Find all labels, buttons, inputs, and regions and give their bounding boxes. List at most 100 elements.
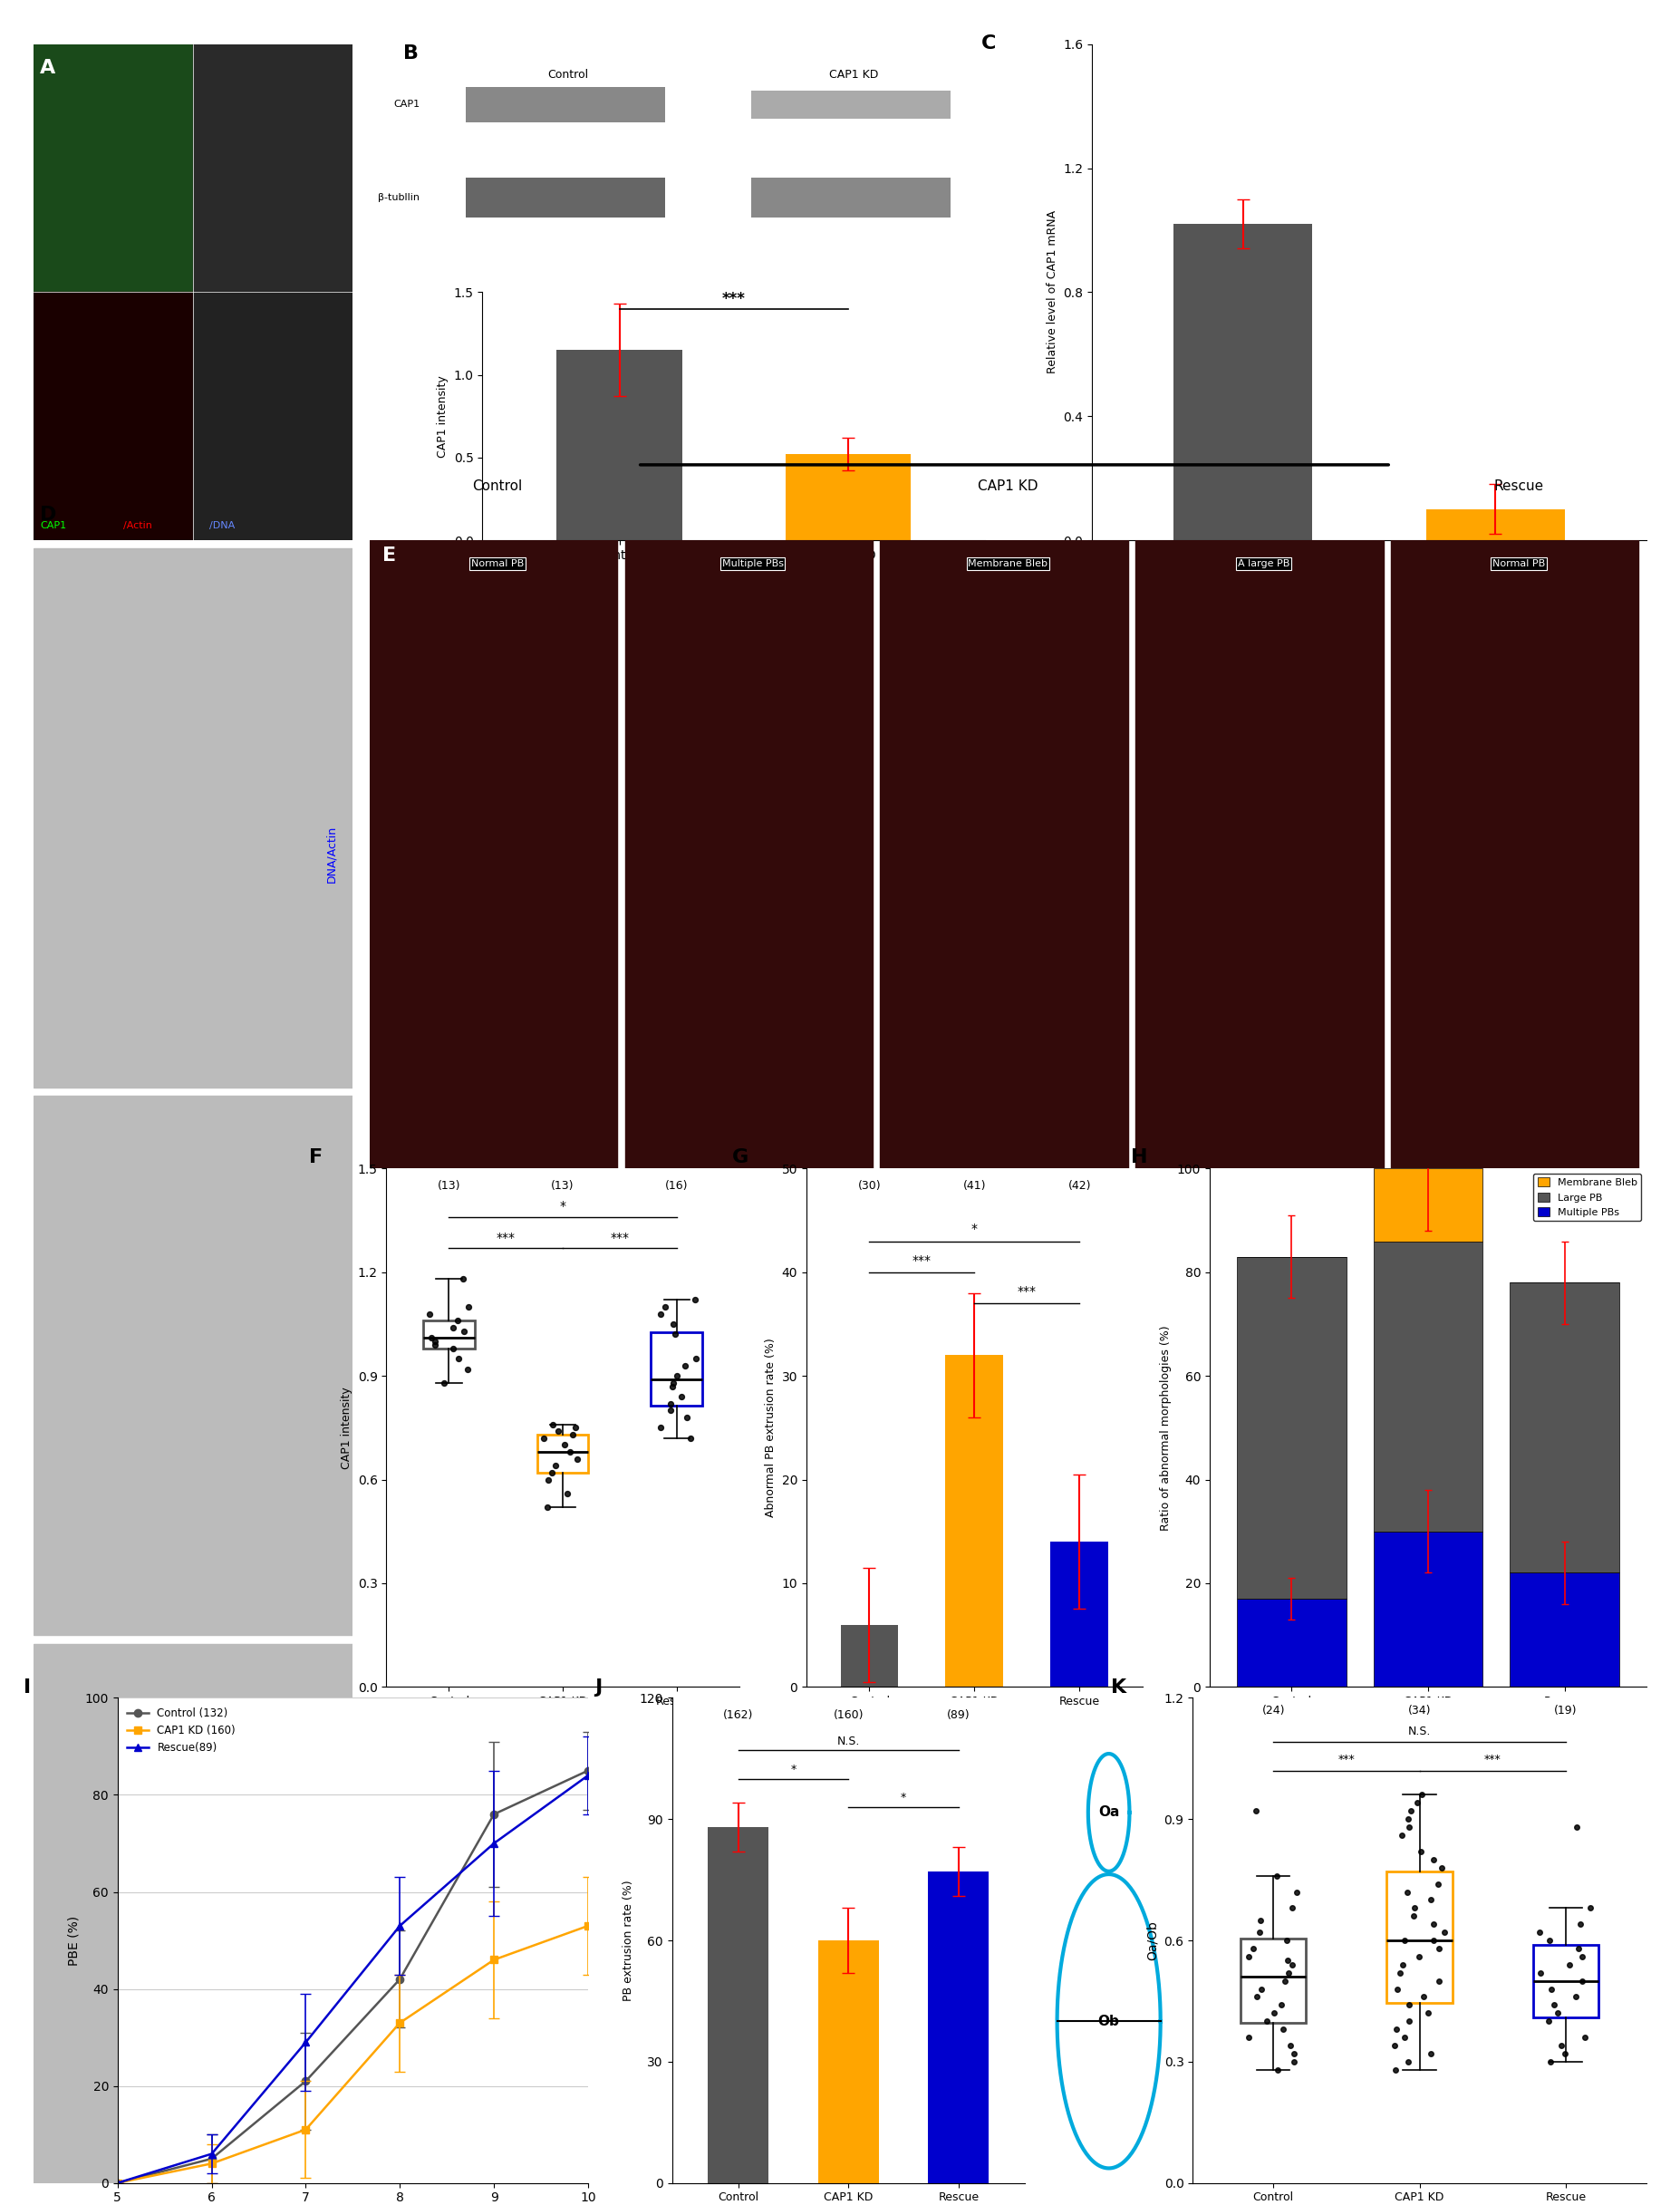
Bar	[1373, 1530, 1482, 1687]
Point	[534, 1462, 561, 1497]
Point	[1567, 1907, 1594, 1943]
Text: Control: Control	[548, 68, 588, 82]
Text: J: J	[595, 1678, 601, 1696]
Text: CAP1 KD: CAP1 KD	[978, 478, 1038, 492]
Point	[1569, 1962, 1596, 1998]
Point	[1425, 1932, 1452, 1967]
Text: *: *	[791, 1764, 796, 1775]
Point	[1389, 1947, 1416, 1982]
Control (132)	[202, 2145, 222, 2172]
Point	[1549, 2029, 1576, 2064]
Text: β-tubllin: β-tubllin	[378, 194, 420, 203]
Text: A: A	[40, 60, 55, 77]
Point	[1431, 1914, 1458, 1949]
Text: CAP1: CAP1	[393, 99, 420, 110]
Point	[1556, 1947, 1583, 1982]
Y-axis label: CAP1 intensity: CAP1 intensity	[437, 375, 449, 456]
Point	[1425, 1865, 1452, 1901]
Rescue(89)	[108, 2170, 128, 2196]
Point	[1396, 1987, 1423, 2022]
Point	[561, 1411, 588, 1446]
Bar	[1236, 1257, 1346, 1599]
Text: (30): (30)	[858, 1180, 880, 1193]
Point	[682, 1283, 709, 1319]
Text: (42): (42)	[1068, 1180, 1090, 1193]
Point	[1235, 2020, 1262, 2055]
Text: ***: ***	[610, 1230, 630, 1244]
Point	[667, 1378, 694, 1413]
Text: (162): (162)	[722, 1709, 753, 1720]
Point	[1396, 1810, 1423, 1846]
Point	[544, 1413, 571, 1449]
Text: Multiple PBs: Multiple PBs	[722, 560, 783, 569]
Point	[1391, 2020, 1418, 2055]
Control (132)	[484, 1801, 504, 1828]
Point	[1383, 2011, 1410, 2046]
Text: N.S.: N.S.	[1408, 1724, 1431, 1738]
Point	[1411, 1980, 1438, 2015]
Control (132)	[578, 1757, 598, 1784]
Rescue(89)	[296, 2029, 316, 2055]
Bar	[625, 540, 872, 1169]
Point	[551, 1427, 578, 1462]
Point	[1406, 1938, 1433, 1973]
Bar	[785, 454, 911, 540]
Bar	[946, 1356, 1003, 1687]
Point	[1253, 2004, 1280, 2040]
Point	[1566, 1932, 1593, 1967]
Y-axis label: Relative level of CAP1 mRNA: Relative level of CAP1 mRNA	[1047, 209, 1058, 375]
Point	[1544, 1996, 1571, 2031]
Text: I: I	[24, 1678, 30, 1696]
Point	[647, 1297, 674, 1332]
Text: CAP1 KD: CAP1 KD	[830, 68, 879, 82]
Point	[1420, 1841, 1446, 1876]
Bar	[193, 44, 353, 291]
Point	[1571, 2020, 1598, 2055]
Bar	[1510, 1283, 1620, 1572]
Bar	[193, 291, 353, 540]
Point	[1569, 1938, 1596, 1973]
Point	[1418, 2035, 1445, 2070]
Point	[1243, 1980, 1270, 2015]
Bar	[34, 291, 193, 540]
Text: (34): (34)	[1408, 1704, 1431, 1718]
Point	[1394, 2044, 1421, 2079]
Text: *: *	[971, 1224, 978, 1235]
Text: /Actin: /Actin	[123, 520, 151, 531]
Point	[1537, 2044, 1564, 2079]
Point	[1248, 1971, 1275, 2007]
Bar	[1174, 225, 1312, 540]
Text: G: G	[732, 1149, 749, 1166]
Point	[539, 1455, 566, 1491]
Text: E: E	[383, 547, 396, 564]
Point	[1394, 1874, 1421, 1910]
Bar	[34, 1643, 353, 2183]
Point	[543, 1449, 570, 1484]
Bar	[34, 549, 353, 1087]
Point	[1278, 1947, 1305, 1982]
Point	[1277, 2029, 1304, 2064]
Point	[1381, 2029, 1408, 2064]
Point	[1527, 1956, 1554, 1991]
Point	[1243, 1793, 1270, 1828]
Y-axis label: CAP1 intensity: CAP1 intensity	[341, 1387, 353, 1469]
Point	[564, 1442, 591, 1477]
Control (132)	[296, 2068, 316, 2095]
Point	[1562, 1980, 1589, 2015]
Text: ***: ***	[1483, 1753, 1502, 1766]
Point	[1401, 1890, 1428, 1925]
Point	[1389, 1817, 1416, 1852]
Text: (89): (89)	[948, 1709, 971, 1720]
Point	[449, 1261, 475, 1297]
Bar	[34, 44, 193, 291]
Text: (16): (16)	[665, 1180, 689, 1193]
Point	[422, 1327, 449, 1363]
Point	[422, 1323, 449, 1358]
Point	[1396, 2004, 1423, 2040]
Bar	[880, 540, 1127, 1169]
Text: ***: ***	[496, 1230, 516, 1244]
Bar	[465, 179, 665, 218]
Bar	[1136, 540, 1383, 1169]
Text: *: *	[900, 1793, 906, 1804]
Point	[1394, 1801, 1421, 1837]
